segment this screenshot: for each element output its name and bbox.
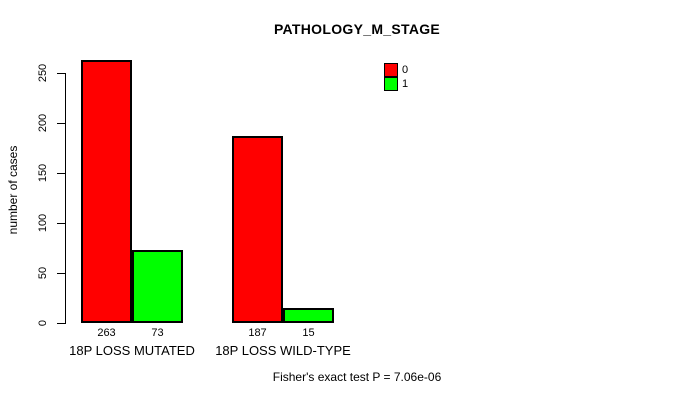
y-axis-line [65,73,66,324]
bar-count-label: 15 [302,327,315,339]
y-axis-tick-label: 250 [37,63,49,83]
y-axis-tick [57,323,65,324]
y-axis-tick [57,223,65,224]
y-axis-tick [57,123,65,124]
bar-count-label: 73 [151,327,164,339]
footnote-pvalue: Fisher's exact test P = 7.06e-06 [272,370,442,384]
category-label: 18P LOSS MUTATED [69,343,195,358]
y-axis-tick [57,173,65,174]
y-axis-tick-label: 100 [37,213,49,233]
y-axis-title: number of cases [6,145,20,235]
bar-18p-loss-mutated-series-1 [132,250,183,323]
legend-swatch-0 [384,63,398,77]
bar-count-label: 187 [248,327,267,339]
y-axis-tick-label: 50 [37,266,49,280]
chart-title: PATHOLOGY_M_STAGE [273,21,441,37]
legend-label-1: 1 [402,78,409,90]
y-axis-tick [57,73,65,74]
bar-18p-loss-wild-type-series-1 [283,308,334,323]
category-label: 18P LOSS WILD-TYPE [215,343,351,358]
legend-swatch-1 [384,77,398,91]
bar-18p-loss-mutated-series-0 [81,60,132,323]
y-axis-tick-label: 200 [37,113,49,133]
y-axis-tick [57,273,65,274]
y-axis-tick-label: 150 [37,163,49,183]
bar-18p-loss-wild-type-series-0 [232,136,283,323]
legend-label-0: 0 [402,64,409,76]
y-axis-tick-label: 0 [37,319,49,327]
bar-count-label: 263 [97,327,116,339]
